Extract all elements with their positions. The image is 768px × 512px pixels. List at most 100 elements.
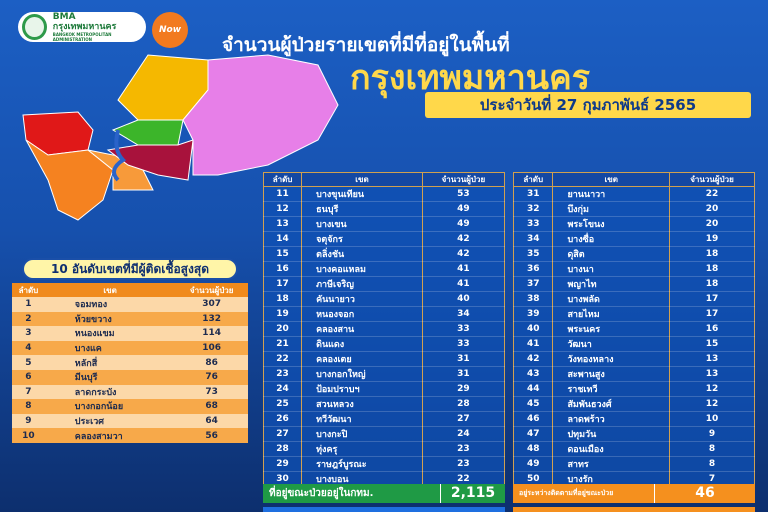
count-cell: 41 [421, 276, 506, 292]
table-row: 12 ธนบุรี 49 [262, 201, 506, 217]
count-cell: 40 [421, 291, 506, 307]
table-row: 26 ทวีวัฒนา 27 [262, 411, 506, 427]
rank-cell: 44 [512, 381, 554, 397]
table-row: 46 ลาดพร้าว 10 [512, 411, 756, 427]
count-cell: 106 [175, 340, 248, 356]
count-cell: 13 [668, 366, 756, 382]
bottom-strip-blue [263, 507, 505, 512]
table-row: 13 บางเขน 49 [262, 216, 506, 232]
district-cell: วัฒนา [552, 336, 670, 352]
table-row: 29 ราษฎร์บูรณะ 23 [262, 456, 506, 472]
rank-cell: 32 [512, 201, 554, 217]
rank-cell: 17 [262, 276, 303, 292]
district-cell: ลาดกระบัง [44, 384, 176, 400]
column-header: เขต [44, 283, 176, 297]
district-cell: สวนหลวง [301, 396, 423, 412]
table-row: 48 ดอนเมือง 8 [512, 441, 756, 457]
rank-cell: 43 [512, 366, 554, 382]
count-cell: 10 [668, 411, 756, 427]
district-cell: บางกอกใหญ่ [301, 366, 423, 382]
table-row: 21 ดินแดง 33 [262, 336, 506, 352]
date-banner: ประจำวันที่ 27 กุมภาพันธ์ 2565 [425, 92, 751, 118]
district-cell: สาทร [552, 456, 670, 472]
rank-cell: 29 [262, 456, 303, 472]
count-cell: 29 [421, 381, 506, 397]
count-cell: 16 [668, 321, 756, 337]
count-cell: 86 [175, 355, 248, 370]
table-row: 34 บางซื่อ 19 [512, 231, 756, 247]
rank-cell: 47 [512, 426, 554, 442]
rank-cell: 16 [262, 261, 303, 277]
count-cell: 7 [668, 471, 756, 487]
rank-cell: 21 [262, 336, 303, 352]
table-row: 24 ป้อมปราบฯ 29 [262, 381, 506, 397]
district-cell: บางเขน [301, 216, 423, 232]
table-row: 36 บางนา 18 [512, 261, 756, 277]
count-cell: 18 [668, 246, 756, 262]
table-row: 17 ภาษีเจริญ 41 [262, 276, 506, 292]
logo-thai: กรุงเทพมหานคร [52, 22, 117, 32]
table-row: 3 หนองแขม 114 [12, 326, 248, 341]
district-cell: ทวีวัฒนา [301, 411, 423, 427]
district-cell: บางแค [44, 340, 176, 356]
districts-table-31-50: ลำดับ เขต จำนวนผู้ป่วย 31 ยานนาวา 22 32 บึงกุ่ม… [512, 172, 756, 487]
rank-cell: 7 [12, 384, 45, 400]
count-cell: 68 [175, 399, 248, 414]
rank-cell: 9 [12, 413, 45, 429]
bma-logo: BMA กรุงเทพมหานคร BANGKOK METROPOLITAN ADM… [18, 12, 146, 42]
rank-cell: 33 [512, 216, 554, 232]
rank-cell: 4 [12, 340, 45, 356]
district-cell: ดินแดง [301, 336, 423, 352]
count-cell: 31 [421, 366, 506, 382]
district-cell: บึงกุ่ม [552, 201, 670, 217]
river [112, 129, 127, 182]
district-cell: บางรัก [552, 471, 670, 487]
tracking-value: 46 [695, 485, 715, 501]
district-cell: บางนา [552, 261, 670, 277]
count-cell: 64 [175, 413, 248, 429]
table-row: 2 ห้วยขวาง 132 [12, 311, 248, 327]
rank-cell: 11 [262, 186, 303, 202]
count-cell: 23 [421, 441, 506, 457]
table-row: 22 คลองเตย 31 [262, 351, 506, 367]
table-row: 50 บางรัก 7 [512, 471, 756, 487]
table-row: 33 พระโขนง 20 [512, 216, 756, 232]
district-cell: คลองสามวา [44, 428, 176, 443]
count-cell: 114 [175, 326, 248, 341]
count-cell: 20 [668, 216, 756, 232]
table-row: 47 ปทุมวัน 9 [512, 426, 756, 442]
table-row: 37 พญาไท 18 [512, 276, 756, 292]
rank-cell: 18 [262, 291, 303, 307]
rank-cell: 41 [512, 336, 554, 352]
district-cell: ราษฎร์บูรณะ [301, 456, 423, 472]
rank-cell: 35 [512, 246, 554, 262]
count-cell: 41 [421, 261, 506, 277]
rank-cell: 23 [262, 366, 303, 382]
now-badge: Now [152, 12, 188, 48]
table-row: 28 ทุ่งครุ 23 [262, 441, 506, 457]
table-row: 1 จอมทอง 307 [12, 297, 248, 312]
rank-cell: 6 [12, 369, 45, 385]
column-header: จำนวนผู้ป่วย [175, 283, 248, 297]
district-map [22, 54, 339, 221]
table-row: 23 บางกอกใหญ่ 31 [262, 366, 506, 382]
rank-cell: 5 [12, 355, 45, 370]
in-bkk-value: 2,115 [450, 485, 496, 501]
rank-cell: 8 [12, 399, 45, 414]
table-row: 4 บางแค 106 [12, 340, 248, 356]
rank-cell: 37 [512, 276, 554, 292]
district-cell: ทุ่งครุ [301, 441, 423, 457]
district-cell: คลองเตย [301, 351, 423, 367]
logo-sub: BANGKOK METROPOLITAN ADMINISTRATION [52, 32, 112, 42]
top10-table: ลำดับ เขต จำนวนผู้ป่วย 1 จอมทอง 307 2 ห้วยขวาง 1… [12, 283, 248, 443]
column-header: จำนวนผู้ป่วย [421, 172, 506, 187]
count-cell: 34 [421, 306, 506, 322]
table-row: 32 บึงกุ่ม 20 [512, 201, 756, 217]
rank-cell: 31 [512, 186, 554, 202]
table-row: 19 หนองจอก 34 [262, 306, 506, 322]
district-cell: คันนายาว [301, 291, 423, 307]
rank-cell: 19 [262, 306, 303, 322]
table-row: 16 บางคอแหลม 41 [262, 261, 506, 277]
district-cell: บางซื่อ [552, 231, 670, 247]
column-header: ลำดับ [512, 172, 554, 187]
